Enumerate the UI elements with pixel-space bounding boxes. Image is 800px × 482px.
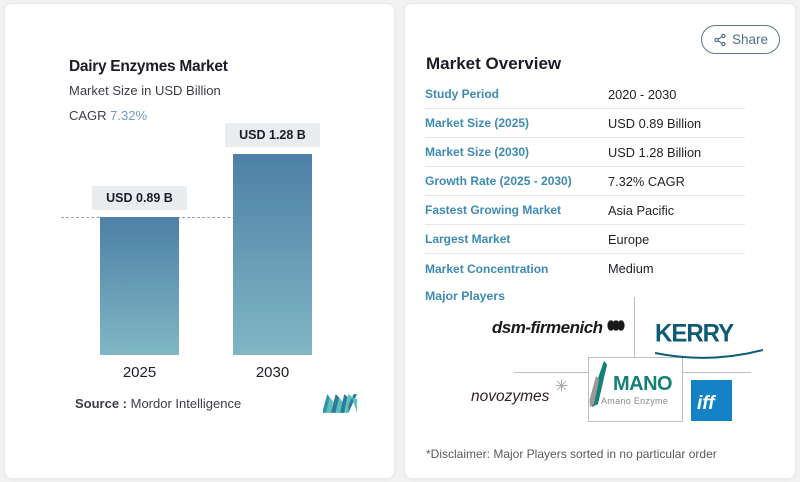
svg-text:MANO: MANO — [613, 373, 672, 394]
svg-text:iff: iff — [697, 393, 716, 414]
